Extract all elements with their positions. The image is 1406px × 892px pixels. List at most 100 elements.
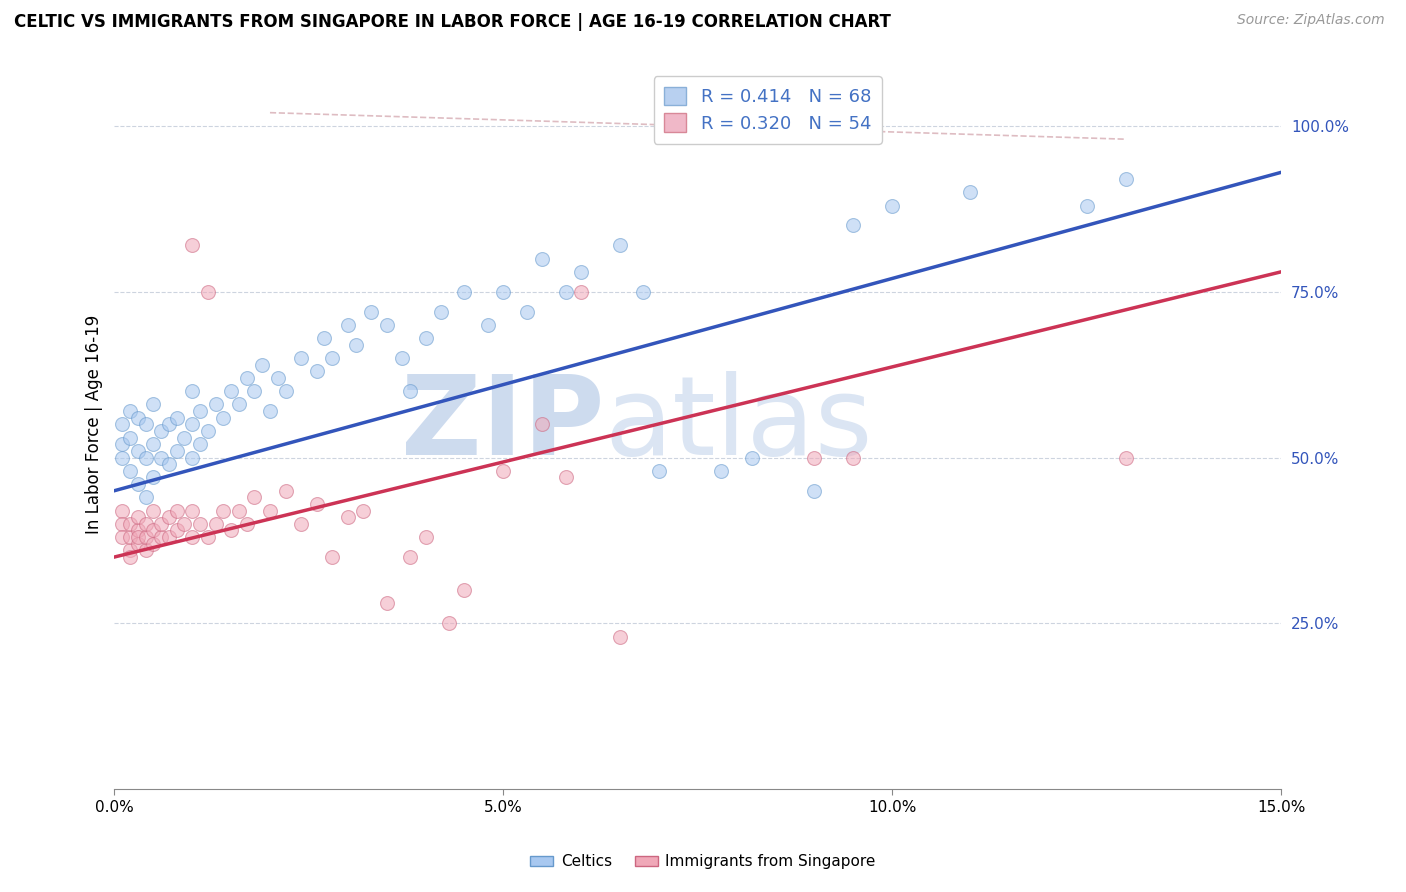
Point bbox=[135, 417, 157, 432]
Point bbox=[135, 530, 157, 544]
Point bbox=[259, 503, 281, 517]
Point bbox=[274, 483, 297, 498]
Point bbox=[477, 318, 499, 332]
Legend: Celtics, Immigrants from Singapore: Celtics, Immigrants from Singapore bbox=[524, 848, 882, 875]
Point bbox=[150, 450, 173, 465]
Point bbox=[453, 285, 475, 299]
Point bbox=[173, 516, 195, 531]
Point bbox=[157, 510, 180, 524]
Point bbox=[710, 464, 733, 478]
Point bbox=[803, 483, 825, 498]
Point bbox=[554, 470, 576, 484]
Point bbox=[111, 530, 134, 544]
Point bbox=[219, 524, 242, 538]
Point bbox=[430, 304, 453, 318]
Point bbox=[166, 503, 188, 517]
Point bbox=[118, 530, 141, 544]
Point bbox=[142, 503, 165, 517]
Point bbox=[259, 404, 281, 418]
Point bbox=[181, 503, 204, 517]
Point bbox=[375, 318, 398, 332]
Text: ZIP: ZIP bbox=[401, 371, 605, 478]
Point bbox=[243, 384, 266, 399]
Point bbox=[181, 384, 204, 399]
Point bbox=[166, 524, 188, 538]
Point bbox=[111, 516, 134, 531]
Point bbox=[142, 537, 165, 551]
Point bbox=[188, 404, 211, 418]
Y-axis label: In Labor Force | Age 16-19: In Labor Force | Age 16-19 bbox=[86, 315, 103, 534]
Point bbox=[228, 397, 250, 411]
Point bbox=[842, 450, 865, 465]
Point bbox=[290, 351, 312, 365]
Point bbox=[127, 477, 149, 491]
Point bbox=[336, 510, 359, 524]
Point bbox=[741, 450, 763, 465]
Point bbox=[127, 530, 149, 544]
Point bbox=[569, 285, 592, 299]
Point bbox=[228, 503, 250, 517]
Point bbox=[375, 597, 398, 611]
Point bbox=[127, 510, 149, 524]
Point bbox=[391, 351, 413, 365]
Point bbox=[157, 417, 180, 432]
Point bbox=[290, 516, 312, 531]
Point bbox=[250, 358, 273, 372]
Point bbox=[415, 530, 437, 544]
Point bbox=[321, 351, 343, 365]
Point bbox=[157, 530, 180, 544]
Point bbox=[118, 549, 141, 564]
Point bbox=[235, 516, 257, 531]
Point bbox=[959, 186, 981, 200]
Point bbox=[516, 304, 538, 318]
Point bbox=[437, 616, 460, 631]
Point bbox=[274, 384, 297, 399]
Point bbox=[803, 450, 825, 465]
Point bbox=[197, 530, 219, 544]
Point bbox=[181, 530, 204, 544]
Point bbox=[118, 516, 141, 531]
Point bbox=[344, 338, 367, 352]
Text: Source: ZipAtlas.com: Source: ZipAtlas.com bbox=[1237, 13, 1385, 28]
Point bbox=[197, 285, 219, 299]
Point bbox=[531, 252, 554, 266]
Point bbox=[648, 464, 671, 478]
Point bbox=[219, 384, 242, 399]
Point bbox=[842, 219, 865, 233]
Point bbox=[492, 285, 515, 299]
Point bbox=[352, 503, 374, 517]
Point bbox=[142, 470, 165, 484]
Point bbox=[135, 516, 157, 531]
Point bbox=[142, 397, 165, 411]
Point bbox=[633, 285, 655, 299]
Point bbox=[150, 424, 173, 438]
Point bbox=[243, 491, 266, 505]
Point bbox=[882, 198, 904, 212]
Point bbox=[157, 457, 180, 471]
Point bbox=[492, 464, 515, 478]
Point bbox=[197, 424, 219, 438]
Point bbox=[166, 443, 188, 458]
Point bbox=[321, 549, 343, 564]
Point bbox=[118, 543, 141, 558]
Point bbox=[111, 503, 134, 517]
Point bbox=[609, 630, 631, 644]
Text: CELTIC VS IMMIGRANTS FROM SINGAPORE IN LABOR FORCE | AGE 16-19 CORRELATION CHART: CELTIC VS IMMIGRANTS FROM SINGAPORE IN L… bbox=[14, 13, 891, 31]
Point bbox=[166, 410, 188, 425]
Point bbox=[181, 450, 204, 465]
Point bbox=[118, 404, 141, 418]
Point bbox=[142, 524, 165, 538]
Point bbox=[150, 516, 173, 531]
Point bbox=[399, 549, 422, 564]
Point bbox=[181, 238, 204, 252]
Point bbox=[212, 410, 235, 425]
Point bbox=[554, 285, 576, 299]
Point bbox=[150, 530, 173, 544]
Point bbox=[569, 265, 592, 279]
Point bbox=[142, 437, 165, 451]
Point bbox=[1115, 450, 1137, 465]
Point bbox=[267, 371, 290, 385]
Point bbox=[111, 417, 134, 432]
Point bbox=[173, 431, 195, 445]
Point bbox=[399, 384, 422, 399]
